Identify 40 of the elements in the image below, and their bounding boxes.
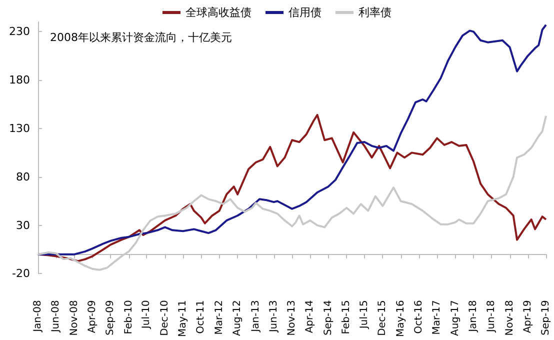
- x-tick-label: Mar-17: [432, 300, 443, 335]
- legend-label: 利率债: [358, 6, 392, 19]
- x-tick-label: Sep-14: [322, 300, 334, 336]
- x-tick-label: Mar-12: [214, 300, 225, 335]
- annotation: 2008年以来累计资金流向，十亿美元: [50, 31, 232, 44]
- legend-label: 信用债: [288, 6, 322, 19]
- x-tick-label: Sep-09: [105, 300, 116, 336]
- x-tick-label: Jan-08: [32, 300, 44, 333]
- x-tick-label: Apr-14: [304, 300, 316, 334]
- x-tick-label: Apr-09: [86, 300, 98, 334]
- x-tick-label: Sep-19: [540, 300, 552, 336]
- x-tick-label: Aug-17: [450, 300, 461, 336]
- x-tick-label: Dec-15: [377, 300, 388, 336]
- y-tick-label: 30: [16, 218, 30, 232]
- x-tick-label: Nov-08: [68, 300, 80, 336]
- legend-label: 全球高收益债: [186, 6, 252, 19]
- x-tick-label: Jun-18: [486, 300, 498, 334]
- y-tick-label: 180: [9, 74, 30, 87]
- x-tick-label: Jun-13: [268, 300, 280, 334]
- x-tick-label: Jan-18: [468, 300, 480, 333]
- x-tick-label: Feb-15: [341, 300, 352, 334]
- y-tick-label: -20: [12, 267, 30, 280]
- y-tick-label: 80: [16, 170, 30, 184]
- x-tick-label: May-11: [177, 300, 188, 338]
- x-tick-label: Apr-19: [522, 300, 534, 334]
- x-tick-label: Oct-16: [414, 300, 425, 334]
- x-tick-label: Dec-10: [159, 300, 170, 336]
- x-tick-label: Jul-10: [141, 300, 152, 330]
- y-tick-label: 230: [9, 25, 30, 38]
- x-tick-label: Jan-13: [250, 300, 262, 333]
- line-series: [37, 24, 547, 256]
- x-tick-label: Feb-10: [123, 300, 134, 334]
- x-tick-label: Aug-12: [232, 300, 244, 336]
- x-tick-label: May-16: [395, 300, 406, 338]
- x-tick-label: Nov-18: [504, 300, 516, 336]
- x-tick-label: Jun-08: [50, 300, 62, 334]
- y-tick-label: 130: [9, 122, 30, 135]
- x-tick-label: Oct-11: [196, 300, 207, 334]
- x-tick-label: Jul-15: [358, 300, 370, 330]
- x-tick-label: Nov-13: [286, 300, 298, 336]
